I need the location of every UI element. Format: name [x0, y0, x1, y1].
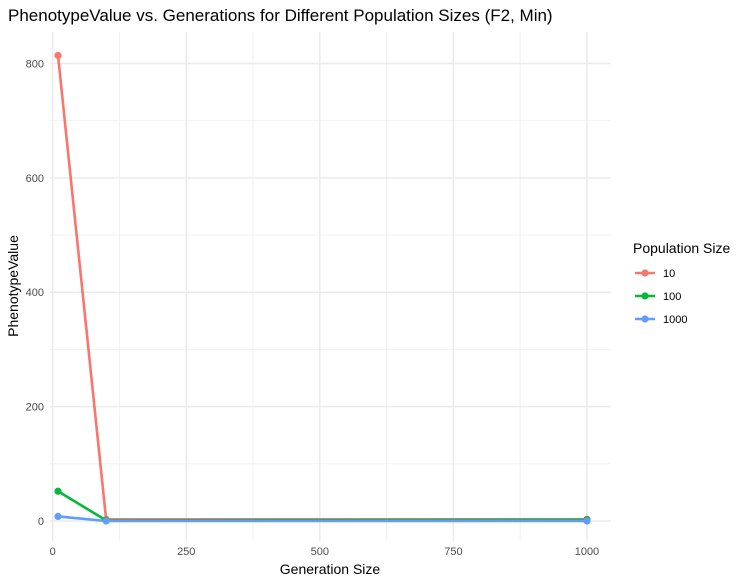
data-point-10 — [54, 51, 62, 60]
chart-title: PhenotypeValue vs. Generations for Diffe… — [8, 6, 553, 25]
grid-minor — [50, 32, 611, 541]
x-tick-label: 250 — [177, 546, 195, 558]
x-axis-title: Generation Size — [280, 561, 381, 577]
y-tick-label: 400 — [26, 287, 44, 299]
legend-label: 100 — [663, 291, 681, 303]
y-axis-title: PhenotypeValue — [5, 235, 21, 337]
data-point-1000 — [102, 517, 110, 525]
series-layer — [54, 51, 591, 525]
x-tick-label: 1000 — [575, 546, 599, 558]
legend-key-point-10 — [641, 269, 649, 277]
legend-label: 1000 — [663, 314, 687, 326]
series-line-100 — [57, 490, 587, 522]
grid-major — [50, 32, 611, 541]
legend-label: 10 — [663, 268, 675, 280]
data-point-1000 — [54, 512, 62, 521]
x-axis-ticks: 0 250 500 750 1000 — [50, 546, 600, 558]
data-point-100 — [54, 487, 62, 495]
legend: Population Size 10 100 1000 — [633, 240, 731, 326]
y-tick-label: 600 — [26, 173, 44, 185]
y-tick-label: 0 — [38, 516, 44, 528]
y-axis-ticks: 0 200 400 600 800 — [26, 58, 44, 528]
legend-key-point-1000 — [641, 315, 649, 323]
y-tick-label: 200 — [26, 402, 44, 414]
series-line-10 — [56, 55, 587, 521]
legend-title: Population Size — [633, 240, 731, 256]
data-point-1000 — [583, 517, 591, 525]
legend-key-point-100 — [641, 292, 649, 300]
x-tick-label: 750 — [444, 546, 462, 558]
y-tick-label: 800 — [26, 58, 44, 70]
x-tick-label: 0 — [50, 546, 56, 558]
x-tick-label: 500 — [311, 546, 329, 558]
